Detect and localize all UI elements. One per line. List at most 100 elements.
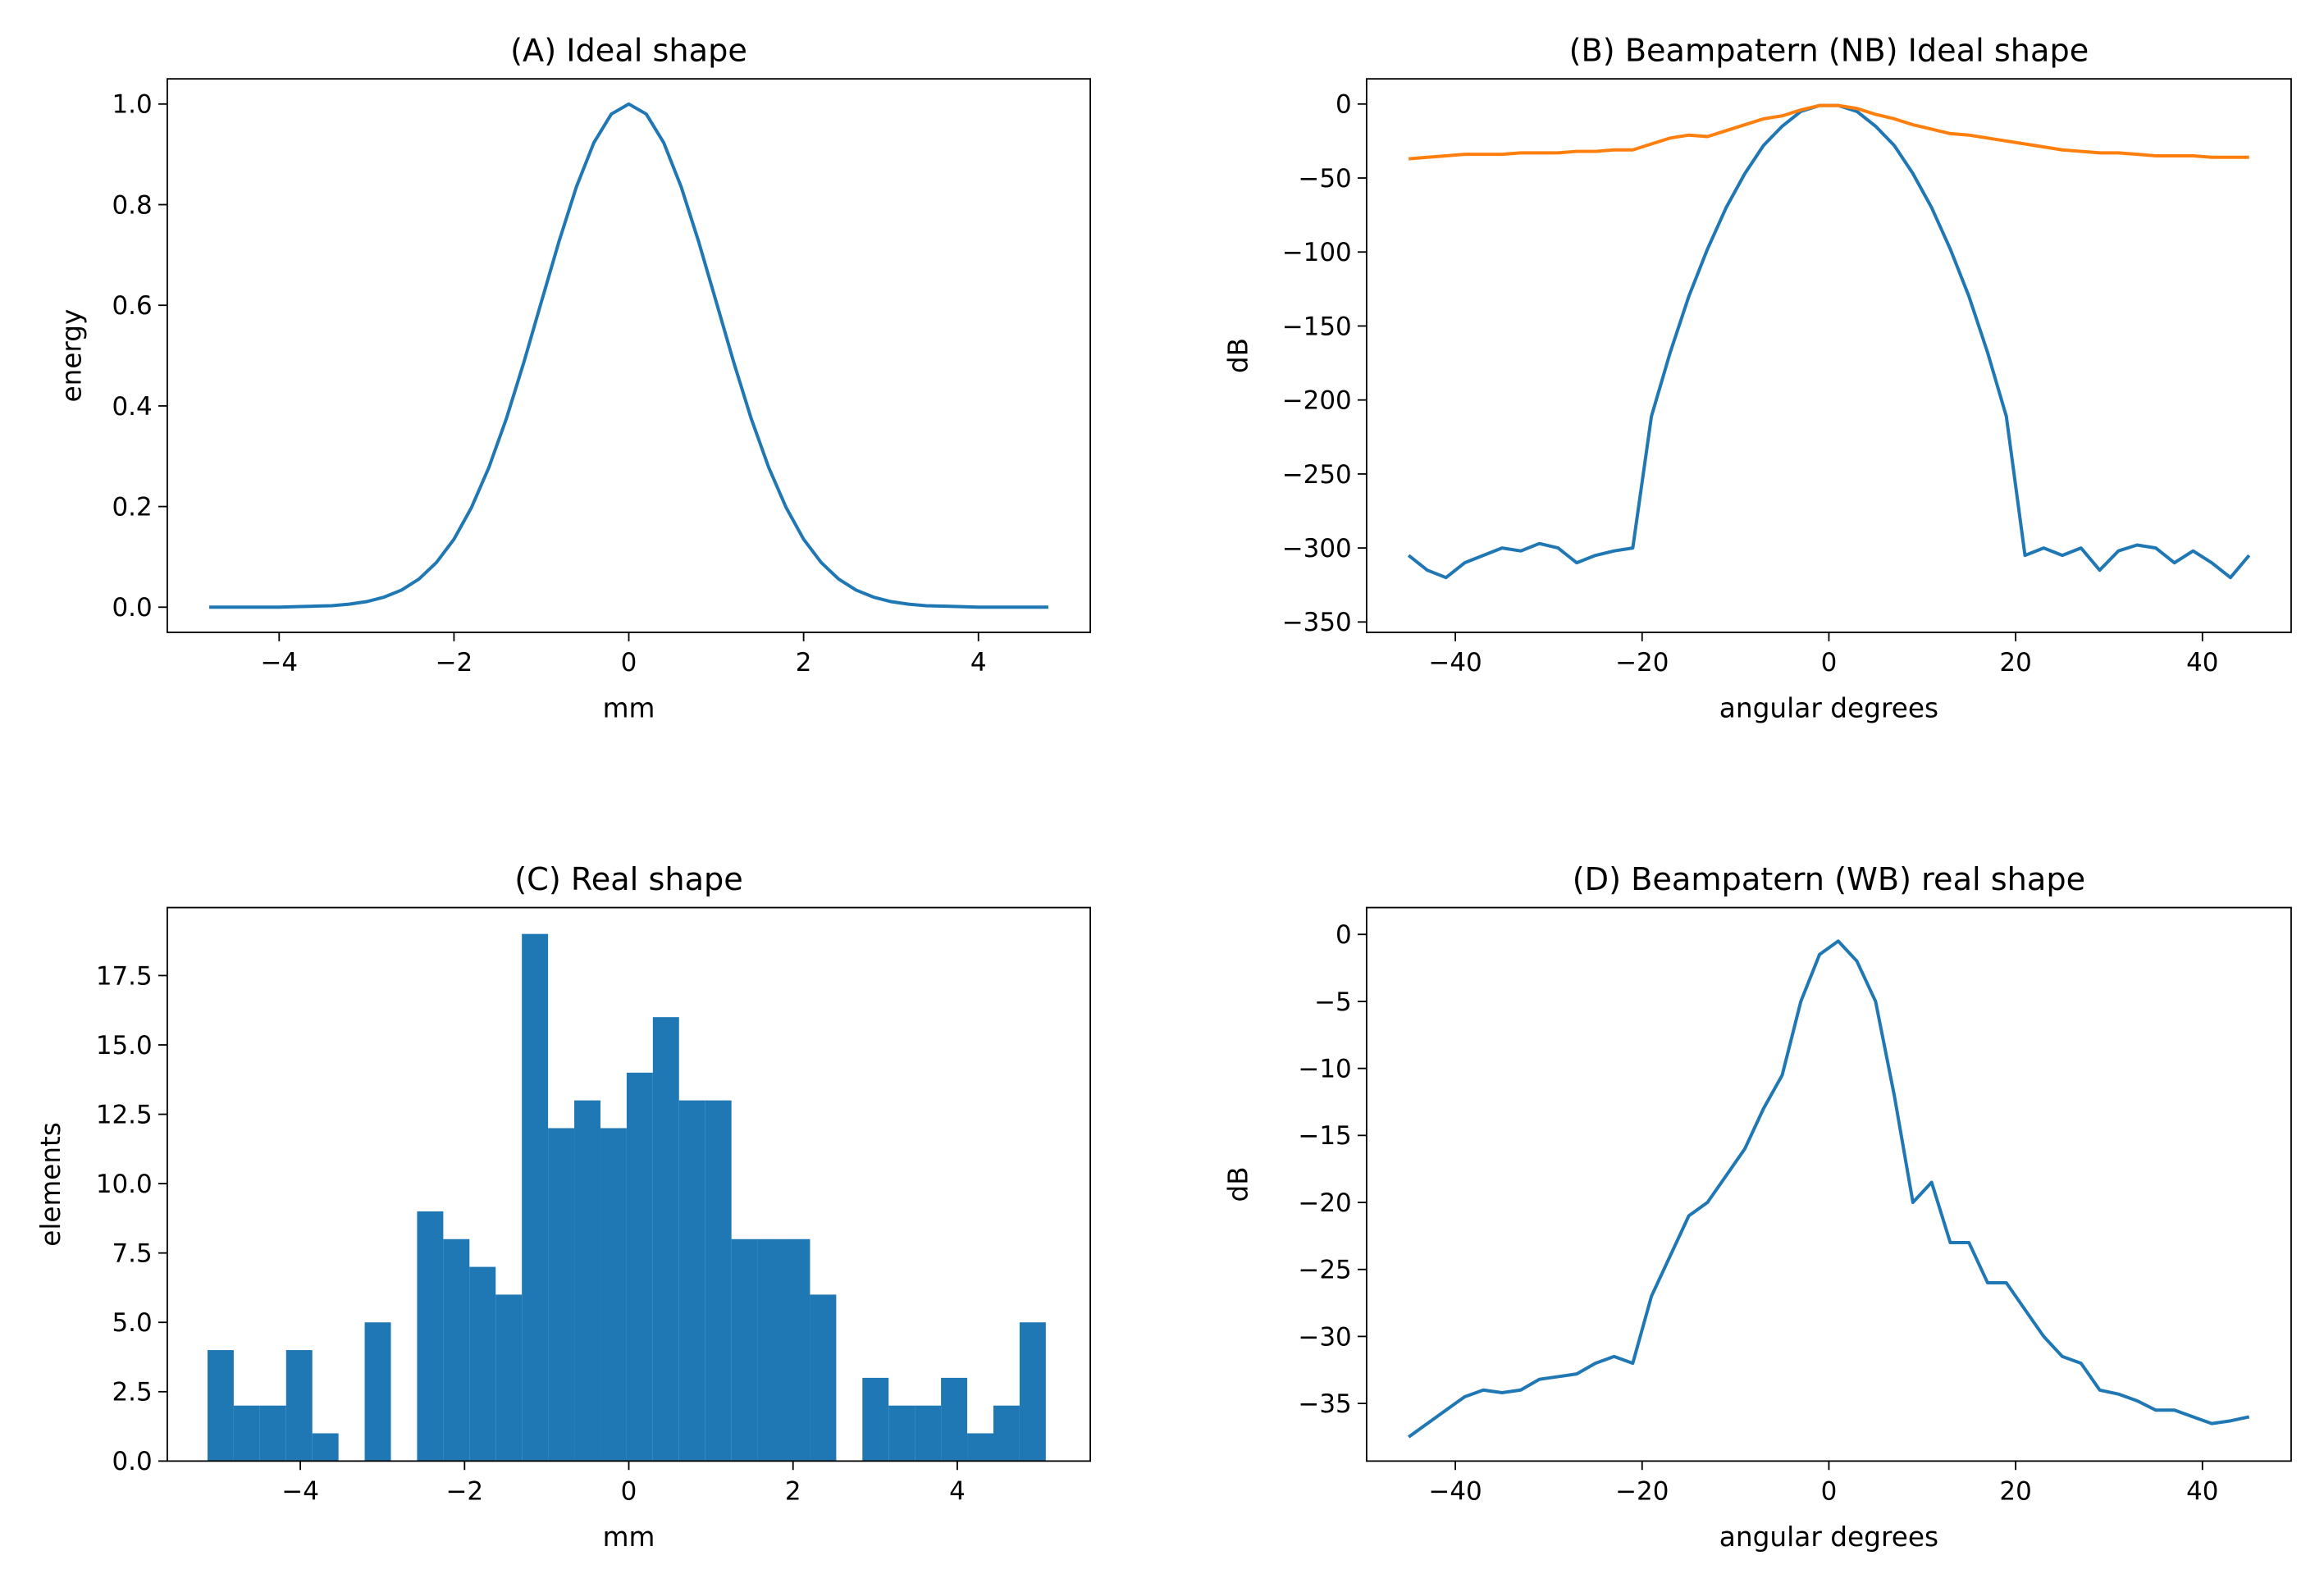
y-tick-label: −250 bbox=[1282, 460, 1352, 490]
y-tick-label: −50 bbox=[1298, 164, 1351, 194]
x-tick-label: 40 bbox=[2186, 648, 2218, 677]
bar bbox=[810, 1294, 837, 1462]
y-tick-label: −200 bbox=[1282, 386, 1352, 416]
x-tick-label: 0 bbox=[1821, 1477, 1838, 1507]
plot-frame bbox=[1366, 906, 2292, 1462]
bar bbox=[967, 1433, 993, 1462]
bar bbox=[600, 1128, 627, 1462]
y-tick-label: 0 bbox=[1336, 920, 1352, 950]
chart-title: (C) Real shape bbox=[514, 861, 743, 897]
y-tick-label: 5.0 bbox=[112, 1308, 153, 1338]
y-tick-label: 0.8 bbox=[112, 190, 153, 220]
y-tick-label: 0.4 bbox=[112, 392, 153, 422]
bar bbox=[678, 1100, 705, 1462]
subplot: −40 −20 0 20 40 −35 −30 −25 −20 −15 −10 −5 0 (D) Beam… bbox=[1222, 861, 2292, 1553]
bar bbox=[233, 1405, 260, 1462]
subplot: −40 −20 0 20 40−350−300−250−200−150−100−500(… bbox=[1222, 32, 2292, 723]
y-tick-label: −10 bbox=[1298, 1055, 1351, 1084]
y-tick-label: 2.5 bbox=[112, 1378, 153, 1407]
y-tick-label: −350 bbox=[1282, 608, 1352, 637]
x-tick-label: 4 bbox=[970, 648, 987, 677]
bar bbox=[285, 1350, 313, 1462]
x-axis-label: mm bbox=[603, 1521, 655, 1553]
bar bbox=[574, 1100, 600, 1462]
chart-title: (A) Ideal shape bbox=[510, 32, 747, 68]
bar bbox=[705, 1100, 732, 1462]
x-tick-label: −2 bbox=[436, 648, 473, 677]
y-tick-label: 15.0 bbox=[96, 1031, 153, 1061]
x-tick-label: −40 bbox=[1428, 1477, 1482, 1507]
bar bbox=[417, 1211, 444, 1462]
bar bbox=[1019, 1322, 1046, 1462]
y-tick-label: 17.5 bbox=[96, 961, 153, 991]
bar bbox=[259, 1405, 286, 1462]
y-tick-label: −150 bbox=[1282, 312, 1352, 341]
y-tick-label: 0 bbox=[1336, 90, 1352, 120]
y-axis-label: energy bbox=[56, 309, 87, 403]
bar bbox=[495, 1294, 523, 1462]
y-tick-label: −20 bbox=[1298, 1188, 1351, 1218]
subplot: −4 −2 0 2 4 0.0 0.2 0.4 0.6 0.8 1.0 (A) Ideal shape… bbox=[56, 32, 1092, 723]
y-tick-label: 1.0 bbox=[112, 90, 153, 120]
x-tick-label: 0 bbox=[621, 1477, 637, 1507]
bar bbox=[941, 1377, 968, 1462]
y-tick-label: 7.5 bbox=[112, 1239, 153, 1269]
bar bbox=[443, 1238, 470, 1462]
x-tick-label: 0 bbox=[621, 648, 637, 677]
bar bbox=[731, 1238, 758, 1462]
y-tick-label: 0.0 bbox=[112, 1447, 153, 1476]
y-tick-label: 10.0 bbox=[96, 1170, 153, 1199]
x-tick-label: −40 bbox=[1428, 648, 1482, 677]
y-tick-label: 0.6 bbox=[112, 291, 153, 321]
x-tick-label: 20 bbox=[1999, 1477, 2031, 1507]
bar bbox=[626, 1072, 653, 1462]
subplot: −4 −2 0 2 4 0.0 2.5 5.0 7.5 10.0 12.5 15.0 17.5 (C) R… bbox=[35, 861, 1092, 1553]
chart-title: (D) Beampatern (WB) real shape bbox=[1573, 861, 2085, 897]
line bbox=[1409, 103, 2249, 161]
bar bbox=[652, 1017, 679, 1462]
line bbox=[209, 102, 1048, 609]
y-tick-label: −35 bbox=[1298, 1389, 1351, 1419]
y-tick-label: −25 bbox=[1298, 1256, 1351, 1285]
y-axis-label: elements bbox=[35, 1122, 66, 1247]
y-tick-label: −15 bbox=[1298, 1121, 1351, 1151]
y-tick-label: −100 bbox=[1282, 238, 1352, 267]
x-tick-label: 0 bbox=[1821, 648, 1838, 677]
x-tick-label: 2 bbox=[785, 1477, 801, 1507]
bar bbox=[469, 1266, 496, 1462]
y-tick-label: −5 bbox=[1314, 988, 1352, 1017]
bar bbox=[522, 933, 549, 1462]
x-tick-label: 4 bbox=[949, 1477, 966, 1507]
bar bbox=[993, 1405, 1020, 1462]
y-tick-label: 0.2 bbox=[112, 493, 153, 522]
x-tick-label: −2 bbox=[446, 1477, 484, 1507]
y-tick-label: 12.5 bbox=[96, 1100, 153, 1129]
y-axis-label: dB bbox=[1222, 338, 1253, 373]
bar bbox=[862, 1377, 889, 1462]
bar bbox=[364, 1322, 391, 1462]
line bbox=[1407, 103, 2251, 580]
chart-title: (B) Beampatern (NB) Ideal shape bbox=[1569, 32, 2089, 68]
y-axis-label: dB bbox=[1222, 1166, 1253, 1202]
bar bbox=[548, 1128, 575, 1462]
x-axis-label: angular degrees bbox=[1719, 1521, 1938, 1553]
bar bbox=[915, 1405, 942, 1462]
x-tick-label: −20 bbox=[1615, 1477, 1669, 1507]
bar bbox=[757, 1238, 784, 1462]
x-tick-label: 20 bbox=[1999, 648, 2031, 677]
bar bbox=[207, 1350, 234, 1462]
y-tick-label: 0.0 bbox=[112, 593, 153, 623]
x-axis-label: angular degrees bbox=[1719, 692, 1938, 723]
plot-frame bbox=[167, 78, 1092, 633]
x-axis-label: mm bbox=[603, 692, 655, 723]
x-tick-label: 40 bbox=[2186, 1477, 2218, 1507]
y-tick-label: −300 bbox=[1282, 534, 1352, 563]
x-tick-label: −4 bbox=[261, 648, 299, 677]
bar bbox=[888, 1405, 915, 1462]
bar bbox=[312, 1433, 339, 1462]
x-tick-label: −4 bbox=[281, 1477, 319, 1507]
line bbox=[1407, 939, 2250, 1439]
x-tick-label: −20 bbox=[1615, 648, 1669, 677]
x-tick-label: 2 bbox=[796, 648, 812, 677]
